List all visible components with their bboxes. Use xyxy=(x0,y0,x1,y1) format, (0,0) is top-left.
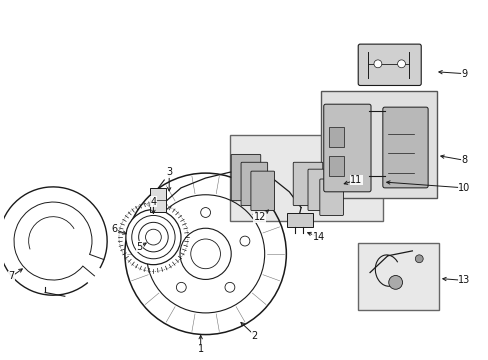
Text: 1: 1 xyxy=(197,345,203,354)
Circle shape xyxy=(125,210,181,265)
FancyBboxPatch shape xyxy=(358,44,420,85)
Text: 4: 4 xyxy=(150,197,156,207)
Text: 8: 8 xyxy=(461,155,467,165)
Circle shape xyxy=(373,60,381,68)
Text: 10: 10 xyxy=(457,183,470,193)
Circle shape xyxy=(224,282,234,292)
Circle shape xyxy=(240,236,249,246)
Circle shape xyxy=(145,229,161,245)
FancyBboxPatch shape xyxy=(323,104,370,192)
Circle shape xyxy=(176,282,186,292)
Circle shape xyxy=(397,60,405,68)
Text: 12: 12 xyxy=(253,212,265,222)
FancyBboxPatch shape xyxy=(382,107,427,188)
Circle shape xyxy=(161,236,171,246)
FancyBboxPatch shape xyxy=(241,162,267,206)
FancyBboxPatch shape xyxy=(231,154,260,201)
Text: 2: 2 xyxy=(251,330,258,341)
Bar xyxy=(358,243,438,310)
Bar xyxy=(287,213,312,227)
Bar xyxy=(328,127,344,147)
Bar xyxy=(328,156,344,176)
Text: 13: 13 xyxy=(457,275,470,285)
FancyBboxPatch shape xyxy=(293,162,322,206)
Text: 14: 14 xyxy=(312,232,325,242)
Text: 6: 6 xyxy=(111,224,117,234)
Circle shape xyxy=(139,222,168,252)
FancyBboxPatch shape xyxy=(307,169,334,211)
Text: 7: 7 xyxy=(8,271,15,282)
Text: 3: 3 xyxy=(166,167,172,177)
Text: 5: 5 xyxy=(136,242,142,252)
Text: 9: 9 xyxy=(461,69,467,79)
FancyBboxPatch shape xyxy=(319,179,343,215)
Circle shape xyxy=(388,275,402,289)
Circle shape xyxy=(200,208,210,217)
Circle shape xyxy=(414,255,422,263)
Bar xyxy=(230,135,382,221)
Circle shape xyxy=(131,215,175,259)
Bar xyxy=(320,91,436,198)
FancyBboxPatch shape xyxy=(250,171,274,211)
Text: 11: 11 xyxy=(349,175,362,185)
Bar xyxy=(150,188,166,212)
